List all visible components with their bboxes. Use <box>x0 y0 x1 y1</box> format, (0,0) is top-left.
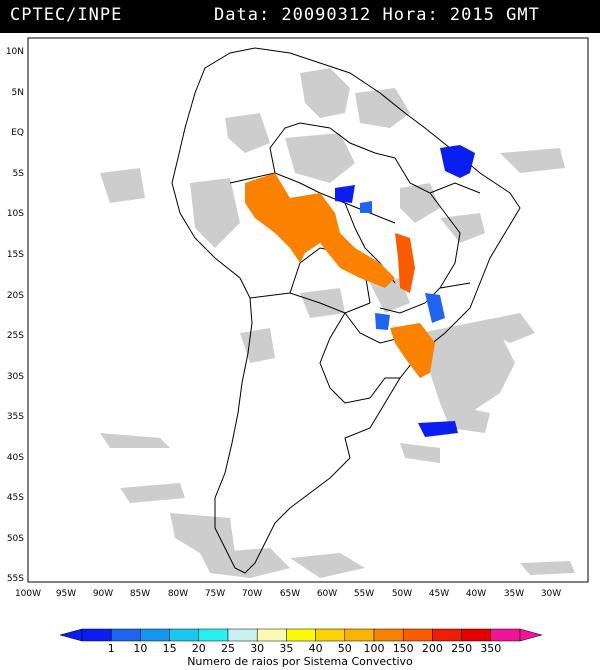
lat-tick: 55S <box>7 574 24 584</box>
colorbar-label: 100 <box>364 642 385 655</box>
colorbar-swatch <box>373 628 404 642</box>
colorbar-swatch <box>227 628 258 642</box>
latitude-axis: 10N 5N EQ 5S 10S 15S 20S 25S 30S 35S 40S… <box>6 47 24 584</box>
colorbar-label: 25 <box>221 642 235 655</box>
colorbar-label: 200 <box>422 642 443 655</box>
colorbar-label: 1 <box>108 642 115 655</box>
colorbar-left-arrow <box>59 628 83 642</box>
colorbar-swatch <box>461 628 492 642</box>
colorbar-swatch <box>81 628 112 642</box>
source-label: CPTEC/INPE <box>10 5 123 25</box>
lat-tick: 15S <box>7 250 24 260</box>
colorbar-label: 35 <box>279 642 293 655</box>
lat-tick: 20S <box>7 291 24 301</box>
colorbar-label: 150 <box>393 642 414 655</box>
lat-tick: 30S <box>7 372 24 382</box>
colorbar: 1 10 15 20 25 30 35 40 50 100 150 200 250 350 <box>59 628 543 655</box>
colorbar-label: 30 <box>250 642 264 655</box>
lat-tick: 35S <box>7 412 24 422</box>
colorbar-swatch <box>402 628 433 642</box>
lat-tick: 10N <box>6 47 24 57</box>
colorbar-label: 20 <box>192 642 206 655</box>
lat-tick: 25S <box>7 331 24 341</box>
colorbar-label: 15 <box>163 642 177 655</box>
lon-tick: 55W <box>354 589 374 599</box>
lat-tick: 50S <box>7 534 24 544</box>
lon-tick: 45W <box>429 589 449 599</box>
lon-tick: 70W <box>242 589 262 599</box>
lightning-map: 10N 5N EQ 5S 10S 15S 20S 25S 30S 35S 40S… <box>6 37 589 668</box>
colorbar-swatch <box>256 628 287 642</box>
colorbar-label: 350 <box>480 642 501 655</box>
lon-tick: 65W <box>280 589 300 599</box>
lat-tick: 10S <box>7 209 24 219</box>
colorbar-swatch <box>110 628 141 642</box>
lon-tick: 75W <box>205 589 225 599</box>
lon-tick: 100W <box>15 589 41 599</box>
header-bar: CPTEC/INPE Data: 20090312 Hora: 2015 GMT <box>0 0 600 33</box>
lat-tick: 5S <box>13 169 25 179</box>
colorbar-label: 10 <box>133 642 147 655</box>
lon-tick: 90W <box>93 589 113 599</box>
colorbar-swatch <box>140 628 170 642</box>
colorbar-label: 250 <box>451 642 472 655</box>
colorbar-swatch <box>344 628 375 642</box>
colorbar-swatch <box>169 628 200 642</box>
lon-tick: 30W <box>541 589 561 599</box>
longitude-axis: 100W 95W 90W 85W 80W 75W 70W 65W 60W 55W… <box>15 589 561 599</box>
lat-tick: 40S <box>7 453 24 463</box>
colorbar-swatch <box>432 628 462 642</box>
colorbar-right-arrow <box>519 628 543 642</box>
colorbar-swatch <box>198 628 229 642</box>
cloud-cover <box>100 68 575 578</box>
lon-tick: 80W <box>168 589 188 599</box>
date-time-label: Data: 20090312 Hora: 2015 GMT <box>214 5 540 25</box>
lightning-systems <box>245 145 475 437</box>
colorbar-label: 50 <box>338 642 352 655</box>
lat-tick: EQ <box>11 128 24 138</box>
lat-tick: 5N <box>12 88 24 98</box>
lon-tick: 95W <box>56 589 76 599</box>
lat-tick: 45S <box>7 493 24 503</box>
colorbar-swatch <box>315 628 346 642</box>
colorbar-swatch <box>286 628 316 642</box>
colorbar-title: Numero de raios por Sistema Convectivo <box>187 655 413 668</box>
colorbar-swatch <box>490 628 521 642</box>
lon-tick: 50W <box>392 589 412 599</box>
lon-tick: 40W <box>466 589 486 599</box>
colorbar-label: 40 <box>309 642 323 655</box>
lon-tick: 85W <box>130 589 150 599</box>
lon-tick: 60W <box>317 589 337 599</box>
lon-tick: 35W <box>504 589 524 599</box>
